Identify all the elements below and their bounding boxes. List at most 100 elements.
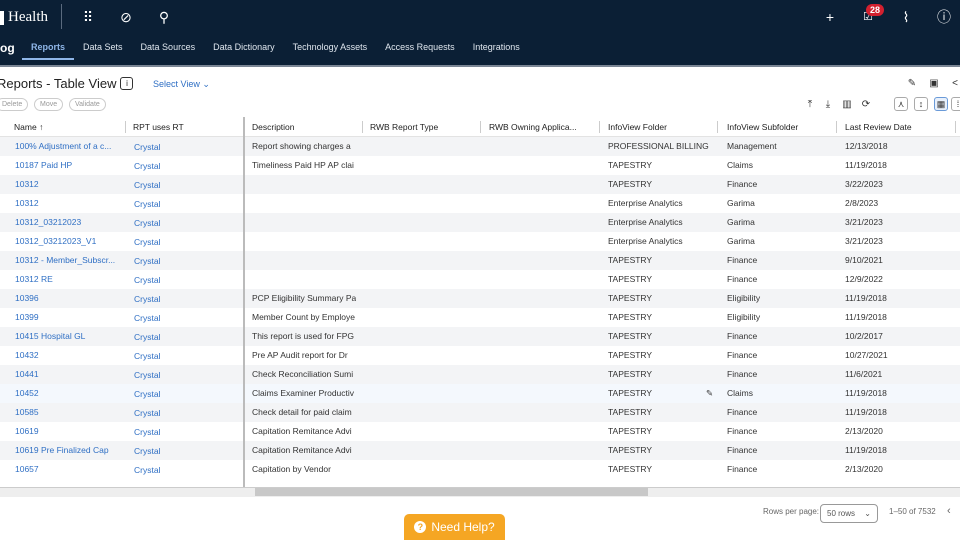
column-header-rwb-report-type[interactable]: RWB Report Type: [370, 122, 439, 132]
tab-data-sets[interactable]: Data Sets: [83, 42, 123, 52]
table-row[interactable]: 10432 Crystal Pre AP Audit report for Dr TA…: [0, 346, 960, 365]
table-row[interactable]: 10312_03212023 Crystal Enterprise Analytic…: [0, 213, 960, 232]
tasks-icon[interactable]: ☑: [863, 11, 873, 23]
column-header-infoview-subfolder[interactable]: InfoView Subfolder: [727, 122, 799, 132]
column-header-name[interactable]: Name ↑: [14, 122, 43, 132]
need-help-button[interactable]: ? Need Help?: [404, 514, 505, 540]
cell-rpt-uses-rt[interactable]: Crystal: [134, 180, 161, 190]
cell-name[interactable]: 10585: [15, 407, 39, 417]
cell-name[interactable]: 10619: [15, 426, 39, 436]
table-row[interactable]: 10396 Crystal PCP Eligibility Summary Pa TA…: [0, 289, 960, 308]
cell-rpt-uses-rt[interactable]: Crystal: [134, 313, 161, 323]
table-row[interactable]: 10441 Crystal Check Reconciliation Sumi TAP…: [0, 365, 960, 384]
download-icon[interactable]: ⤓: [825, 99, 831, 110]
cell-name[interactable]: 10657: [15, 464, 39, 474]
table-row[interactable]: 10657 Crystal Capitation by Vendor TAPESTRY…: [0, 460, 960, 479]
rows-per-page-select[interactable]: 50 rows ⌄: [820, 504, 878, 523]
column-resizer[interactable]: [125, 121, 126, 133]
table-row[interactable]: 10312 RE Crystal TAPESTRY Finance 12/9/2022: [0, 270, 960, 289]
cell-rpt-uses-rt[interactable]: Crystal: [134, 218, 161, 228]
column-resizer[interactable]: [836, 121, 837, 133]
cell-name[interactable]: 10312: [15, 179, 39, 189]
save-icon[interactable]: ▣: [929, 78, 939, 89]
table-row[interactable]: 10619 Crystal Capitation Remitance Advi TAP…: [0, 422, 960, 441]
cell-name[interactable]: 10312 RE: [15, 274, 53, 284]
grid-view-icon[interactable]: ▦: [934, 97, 948, 111]
cell-rpt-uses-rt[interactable]: Crystal: [134, 351, 161, 361]
column-header-last-review-date[interactable]: Last Review Date: [845, 122, 912, 132]
cell-name[interactable]: 10396: [15, 293, 39, 303]
info-icon[interactable]: i: [120, 77, 134, 90]
table-row[interactable]: 10399 Crystal Member Count by Employe TAPES…: [0, 308, 960, 327]
table-row[interactable]: 10312 Crystal TAPESTRY Finance 3/22/2023: [0, 175, 960, 194]
cell-name[interactable]: 10619 Pre Finalized Cap: [15, 445, 109, 455]
cell-name[interactable]: 10452: [15, 388, 39, 398]
column-resizer[interactable]: [599, 121, 600, 133]
cell-name[interactable]: 10312_03212023: [15, 217, 82, 227]
upload-icon[interactable]: ⤒: [807, 99, 813, 110]
cell-rpt-uses-rt[interactable]: Crystal: [134, 408, 161, 418]
column-header-rpt-uses-rt[interactable]: RPT uses RT: [133, 122, 184, 132]
tab-data-sources[interactable]: Data Sources: [140, 42, 196, 52]
table-row[interactable]: 10312 Crystal Enterprise Analytics Garima 2/…: [0, 194, 960, 213]
brand-logo[interactable]: Health: [0, 9, 48, 26]
cell-name[interactable]: 10312 - Member_Subscr...: [15, 255, 116, 265]
cell-name[interactable]: 10432: [15, 350, 39, 360]
cell-rpt-uses-rt[interactable]: Crystal: [134, 256, 161, 266]
column-header-description[interactable]: Description: [252, 122, 295, 132]
cell-rpt-uses-rt[interactable]: Crystal: [134, 370, 161, 380]
share-icon[interactable]: <: [952, 78, 958, 89]
edit-cell-icon[interactable]: ✎: [706, 388, 714, 398]
search-icon[interactable]: ⚲: [158, 9, 170, 25]
table-row[interactable]: 10312 - Member_Subscr... Crystal TAPESTRY F…: [0, 251, 960, 270]
column-resizer[interactable]: [955, 121, 956, 133]
cell-name[interactable]: 10441: [15, 369, 39, 379]
cell-rpt-uses-rt[interactable]: Crystal: [134, 199, 161, 209]
cell-rpt-uses-rt[interactable]: Crystal: [134, 161, 161, 171]
column-header-infoview-folder[interactable]: InfoView Folder: [608, 122, 667, 132]
cell-name[interactable]: 10415 Hospital GL: [15, 331, 86, 341]
select-view-dropdown[interactable]: Select View ⌄: [153, 79, 210, 90]
tab-technology-assets[interactable]: Technology Assets: [292, 42, 368, 52]
table-row[interactable]: 10585 Crystal Check detail for paid claim T…: [0, 403, 960, 422]
cell-name[interactable]: 10312_03212023_V1: [15, 236, 97, 246]
tab-reports[interactable]: Reports: [22, 37, 75, 60]
previous-page-icon[interactable]: ‹: [947, 505, 951, 517]
cell-rpt-uses-rt[interactable]: Crystal: [134, 237, 161, 247]
cell-rpt-uses-rt[interactable]: Crystal: [134, 275, 161, 285]
cell-rpt-uses-rt[interactable]: Crystal: [134, 465, 161, 475]
cell-rpt-uses-rt[interactable]: Crystal: [134, 332, 161, 342]
table-row[interactable]: 10187 Paid HP Crystal Timeliness Paid HP A…: [0, 156, 960, 175]
pinned-column-divider[interactable]: [243, 117, 245, 497]
column-resizer[interactable]: [717, 121, 718, 133]
table-row[interactable]: 10312_03212023_V1 Crystal Enterprise Analy…: [0, 232, 960, 251]
tab-data-dictionary[interactable]: Data Dictionary: [213, 42, 275, 52]
sort-ascending-icon[interactable]: ↑: [39, 122, 44, 132]
column-header-rwb-owning-application[interactable]: RWB Owning Applica...: [489, 122, 577, 132]
scrollbar-thumb[interactable]: [255, 488, 648, 496]
row-height-icon[interactable]: ↕: [914, 97, 928, 111]
hierarchy-icon[interactable]: ⋏: [894, 97, 908, 111]
tab-integrations[interactable]: Integrations: [472, 42, 520, 52]
table-row[interactable]: 10415 Hospital GL Crystal This report is u…: [0, 327, 960, 346]
columns-icon[interactable]: ▥: [842, 99, 852, 110]
cell-rpt-uses-rt[interactable]: Crystal: [134, 427, 161, 437]
compass-icon[interactable]: ⊘: [120, 9, 132, 25]
column-resizer[interactable]: [362, 121, 363, 133]
column-resizer[interactable]: [480, 121, 481, 133]
cell-rpt-uses-rt[interactable]: Crystal: [134, 142, 161, 152]
activity-icon[interactable]: ⌇: [902, 9, 910, 25]
table-row[interactable]: 10619 Pre Finalized Cap Crystal Capitation…: [0, 441, 960, 460]
cell-rpt-uses-rt[interactable]: Crystal: [134, 294, 161, 304]
cell-name[interactable]: 100% Adjustment of a c...: [15, 141, 112, 151]
move-button[interactable]: Move: [34, 98, 64, 111]
table-row[interactable]: 100% Adjustment of a c... Crystal Report s…: [0, 137, 960, 156]
validate-button[interactable]: Validate: [69, 98, 106, 111]
dense-grid-icon[interactable]: ⁞: [951, 97, 960, 111]
cell-rpt-uses-rt[interactable]: Crystal: [134, 446, 161, 456]
cell-name[interactable]: 10187 Paid HP: [15, 160, 73, 170]
cell-name[interactable]: 10399: [15, 312, 39, 322]
cell-name[interactable]: 10312: [15, 198, 39, 208]
cell-rpt-uses-rt[interactable]: Crystal: [134, 389, 161, 399]
apps-grid-icon[interactable]: ⠿: [82, 9, 94, 25]
